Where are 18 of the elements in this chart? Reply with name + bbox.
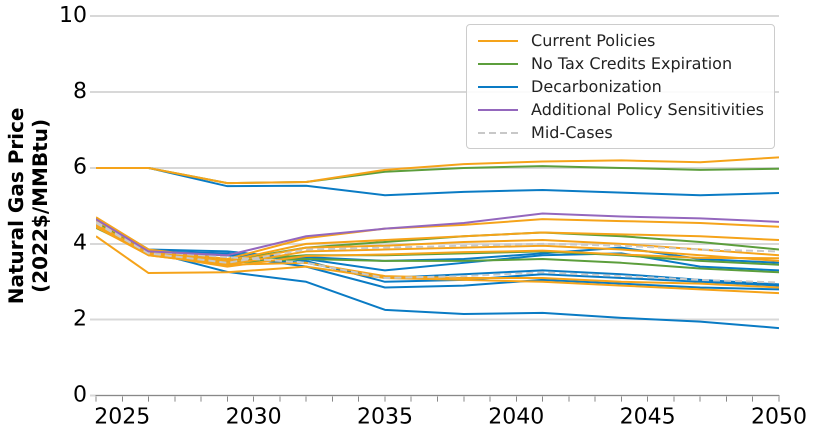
y-tick-label: 8 — [72, 78, 87, 104]
y-tick-label: 4 — [72, 230, 87, 256]
legend-label: Current Policies — [531, 31, 656, 50]
legend-label: Additional Policy Sensitivities — [531, 100, 764, 119]
legend-label: Mid-Cases — [531, 123, 613, 142]
x-tick-label: 2035 — [356, 404, 413, 430]
x-tick-label: 2040 — [488, 404, 544, 430]
y-tick-label: 10 — [58, 2, 87, 28]
legend-label: No Tax Credits Expiration — [531, 54, 732, 73]
x-tick-label: 2030 — [226, 404, 282, 430]
y-tick-label: 6 — [72, 154, 87, 180]
x-tick-label: 2050 — [751, 404, 807, 430]
y-axis-title: Natural Gas Price (2022$/MMBtu) — [4, 108, 52, 304]
y-tick-label: 0 — [72, 382, 87, 408]
x-tick-label: 2025 — [94, 404, 150, 430]
legend-label: Decarbonization — [531, 77, 662, 96]
x-tick-label: 2045 — [620, 404, 676, 430]
y-tick-label: 2 — [72, 306, 87, 332]
